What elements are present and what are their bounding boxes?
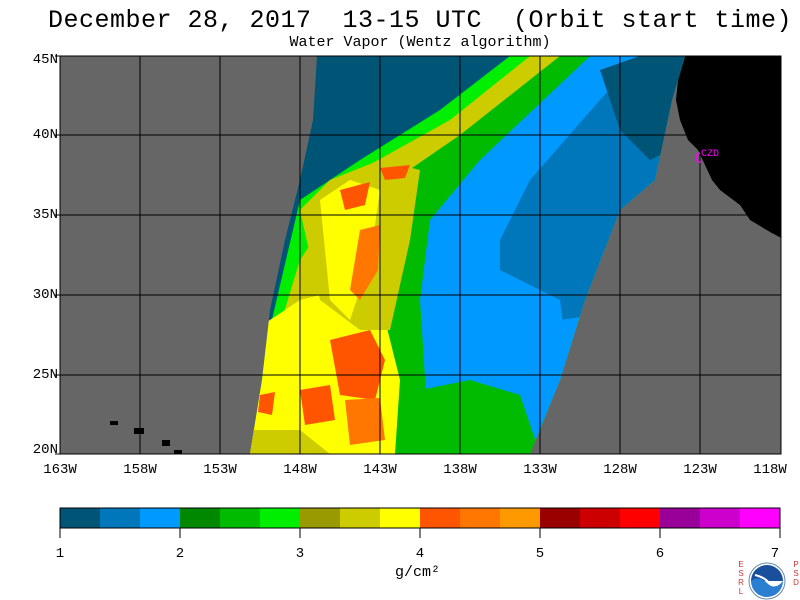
lat-label-25n: 25N <box>32 367 58 383</box>
colorbar-units: g/cm² <box>395 564 441 581</box>
lat-label-35n: 35N <box>32 207 58 223</box>
lon-label-128w: 128W <box>603 462 637 478</box>
lon-label-118w: 118W <box>753 462 787 478</box>
page-title: December 28, 2017 13-15 UTC (Orbit start… <box>47 6 793 35</box>
colorbar-tick-6: 6 <box>655 546 665 562</box>
colorbar-tick-1: 1 <box>55 546 65 562</box>
noaa-logo-icon <box>748 562 786 600</box>
lon-label-163w: 163W <box>43 462 77 478</box>
page-subtitle: Water Vapor (Wentz algorithm) <box>289 34 551 51</box>
lat-label-40n: 40N <box>32 127 58 143</box>
island <box>162 440 170 446</box>
lon-label-133w: 133W <box>523 462 557 478</box>
island <box>174 450 182 454</box>
lat-label-30n: 30N <box>32 287 58 303</box>
lat-label-45n: 45N <box>32 52 58 68</box>
map-frame <box>59 55 782 455</box>
colorbar-tick-5: 5 <box>535 546 545 562</box>
lon-label-148w: 148W <box>283 462 317 478</box>
island <box>110 421 118 425</box>
land-mass <box>676 56 781 238</box>
colorbar-tick-2: 2 <box>175 546 185 562</box>
station-marker-icon <box>695 152 702 163</box>
lat-label-20n: 20N <box>32 442 58 458</box>
colorbar-tick-3: 3 <box>295 546 305 562</box>
island <box>134 428 144 434</box>
colorbar-tick-4: 4 <box>415 546 425 562</box>
colorbar-tick-7: 7 <box>770 546 780 562</box>
lon-label-143w: 143W <box>363 462 397 478</box>
lon-label-123w: 123W <box>683 462 717 478</box>
lon-label-138w: 138W <box>443 462 477 478</box>
lon-label-153w: 153W <box>203 462 237 478</box>
lon-label-158w: 158W <box>123 462 157 478</box>
station-label: CZD <box>701 149 719 160</box>
graticule <box>60 56 781 454</box>
